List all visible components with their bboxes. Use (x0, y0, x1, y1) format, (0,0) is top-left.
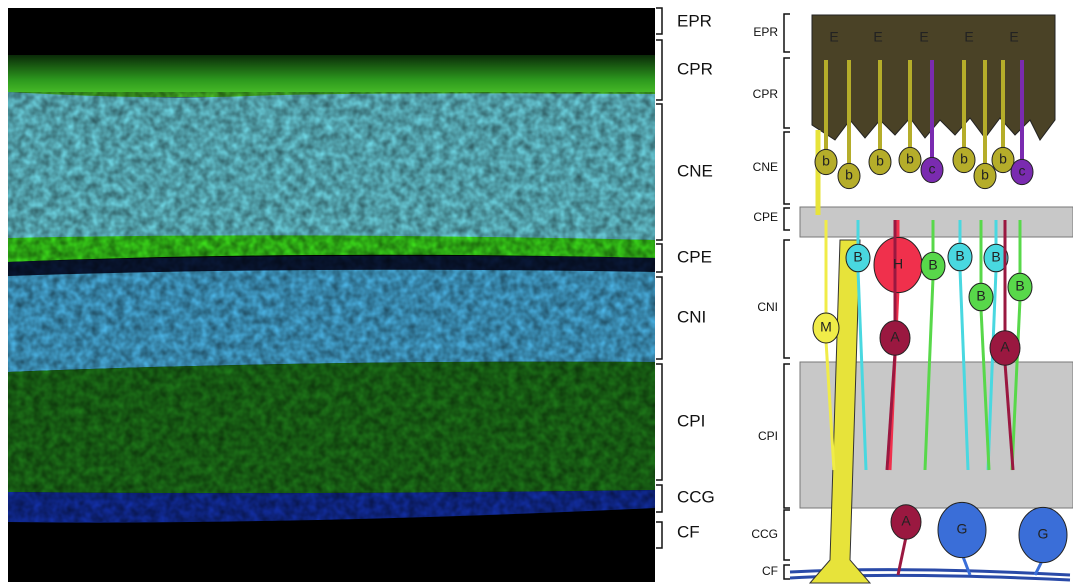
cell-body (952, 146, 976, 174)
cell-process (979, 308, 991, 471)
layer-label: CPE (753, 210, 778, 224)
cell-body (968, 282, 994, 312)
cell-label: B (955, 248, 964, 264)
micrograph (8, 8, 655, 582)
layer-label: EPR (753, 25, 778, 39)
cell-process (885, 352, 897, 471)
labels: EPR CPR CNE CPE CNI CPI CCG CF EPR CPR CNE CPE CNI CP… (677, 11, 1048, 578)
cell-label: E (1009, 29, 1018, 45)
cell-label: b (876, 153, 884, 169)
cell-body (920, 251, 946, 281)
cell-label: B (991, 249, 1000, 265)
cell-label: b (960, 151, 968, 167)
cell-body (937, 501, 987, 559)
cell-label: A (890, 329, 900, 345)
cell-body (947, 242, 973, 272)
layer-label: CPR (677, 59, 713, 78)
cell-process (923, 277, 935, 471)
cell-label: A (901, 513, 911, 529)
cell-label: b (906, 151, 914, 167)
cells (812, 60, 1068, 576)
cell-body (814, 148, 838, 176)
layer-label: EPR (677, 11, 712, 30)
layer-label: CPR (753, 87, 779, 101)
cell-body (845, 243, 871, 273)
layer-label: CPI (758, 429, 778, 443)
layer-label: CCG (677, 487, 715, 506)
cell-label: B (853, 249, 862, 265)
diagram-brackets (783, 13, 790, 580)
cell-body (1018, 506, 1068, 564)
cell-body (868, 148, 892, 176)
cell-label: b (822, 153, 830, 169)
cell-label: E (964, 29, 973, 45)
micrograph-brackets (656, 7, 663, 549)
cell-body (973, 162, 997, 190)
cell-process (896, 536, 908, 576)
cell-label: b (999, 151, 1007, 167)
cell-body (898, 146, 922, 174)
cell-label: b (845, 167, 853, 183)
cell-process (1003, 362, 1015, 471)
cell-label: E (829, 29, 838, 45)
cell-body (991, 146, 1015, 174)
cell-process (856, 269, 868, 471)
cell-label: B (928, 257, 937, 273)
cell-body (989, 330, 1021, 366)
cell-body (983, 243, 1009, 273)
layer-label: CNI (677, 307, 706, 326)
cell-label: M (820, 319, 832, 335)
layer-label: CNE (677, 161, 713, 180)
cell-label: c (929, 161, 936, 177)
layer-label: CPE (677, 247, 712, 266)
layer-label: CF (762, 564, 778, 578)
cell-label: H (893, 256, 903, 272)
cell-label: E (873, 29, 882, 45)
cell-label: B (976, 288, 985, 304)
cell-label: c (1019, 163, 1026, 179)
cell-process (958, 268, 970, 471)
layer-label: CPI (677, 411, 705, 430)
cell-label: G (957, 521, 968, 537)
cell-label: G (1038, 526, 1049, 542)
cell-body (879, 320, 911, 356)
cell-process (824, 340, 836, 471)
layer-label: CNE (753, 160, 778, 174)
cell-body (890, 504, 922, 540)
cell-process (986, 269, 998, 471)
cell-body (837, 162, 861, 190)
cell-label: E (919, 29, 928, 45)
cell-label: B (1015, 278, 1024, 294)
cell-body (920, 156, 944, 184)
cell-body (1010, 158, 1034, 186)
layer-label: CCG (751, 527, 778, 541)
cell-label: A (1000, 339, 1010, 355)
layer-label: CNI (757, 300, 778, 314)
cell-body (812, 312, 840, 344)
cell-label: b (981, 167, 989, 183)
layer-label: CF (677, 522, 700, 541)
cell-body (1007, 272, 1033, 302)
cell-process (1010, 298, 1022, 471)
